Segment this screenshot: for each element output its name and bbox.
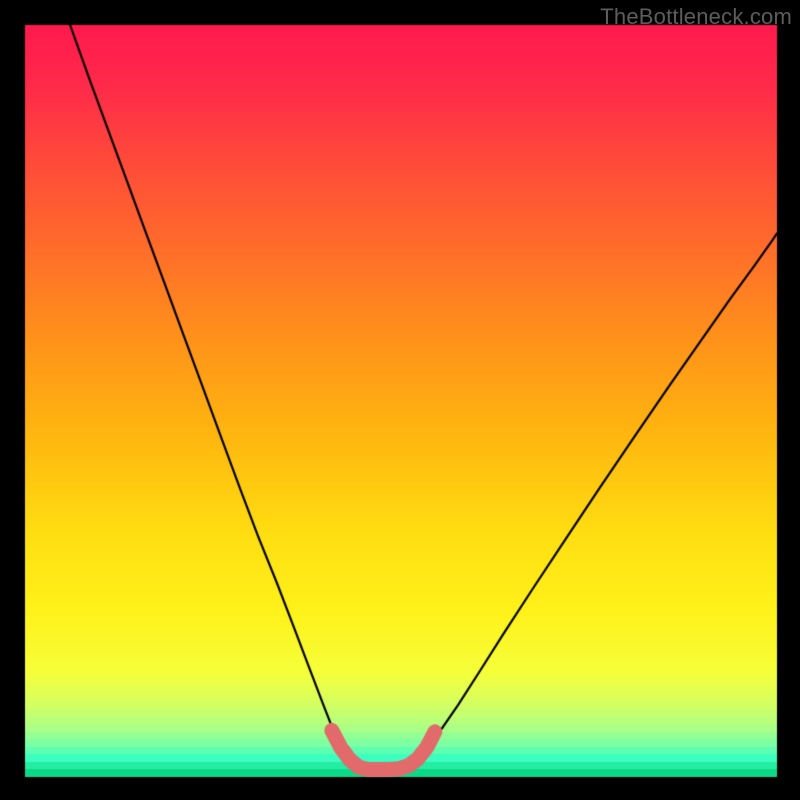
- bottleneck-curve-plot: [0, 0, 800, 800]
- stage: TheBottleneck.com: [0, 0, 800, 800]
